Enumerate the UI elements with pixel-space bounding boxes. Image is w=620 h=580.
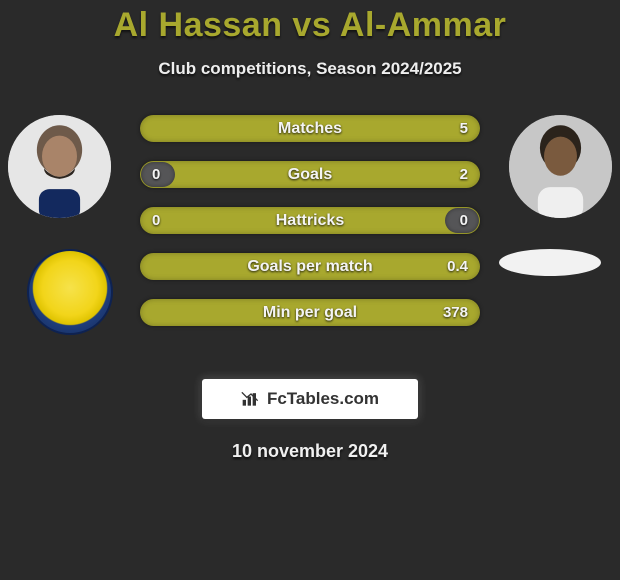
stat-label: Min per goal [140,299,480,326]
brand-badge[interactable]: FcTables.com [202,379,418,419]
comparison-card: Al Hassan vs Al-Ammar Club competitions,… [0,0,620,580]
stat-row-goals: 0 Goals 2 [140,161,480,188]
stat-value-right: 2 [460,161,468,188]
stat-value-right: 378 [443,299,468,326]
stat-row-hattricks: 0 Hattricks 0 [140,207,480,234]
player-right-avatar [509,115,612,218]
stat-value-right: 5 [460,115,468,142]
avatar-placeholder-icon [8,115,111,218]
stat-row-goals-per-match: Goals per match 0.4 [140,253,480,280]
stat-value-right: 0 [460,207,468,234]
stat-label: Goals [140,161,480,188]
club-crest-left [27,249,113,335]
bar-chart-icon [241,390,261,408]
avatar-placeholder-icon [509,115,612,218]
stat-label: Matches [140,115,480,142]
stat-bars: Matches 5 0 Goals 2 0 Hattricks 0 [140,115,480,345]
comparison-content: Matches 5 0 Goals 2 0 Hattricks 0 [0,109,620,379]
stat-row-min-per-goal: Min per goal 378 [140,299,480,326]
date-text: 10 november 2024 [0,441,620,462]
page-title: Al Hassan vs Al-Ammar [0,6,620,45]
stat-label: Goals per match [140,253,480,280]
club-crest-right [499,249,601,276]
player-left-avatar [8,115,111,218]
stat-value-right: 0.4 [447,253,468,280]
stat-row-matches: Matches 5 [140,115,480,142]
brand-text: FcTables.com [267,389,379,409]
stat-label: Hattricks [140,207,480,234]
subtitle: Club competitions, Season 2024/2025 [0,59,620,79]
